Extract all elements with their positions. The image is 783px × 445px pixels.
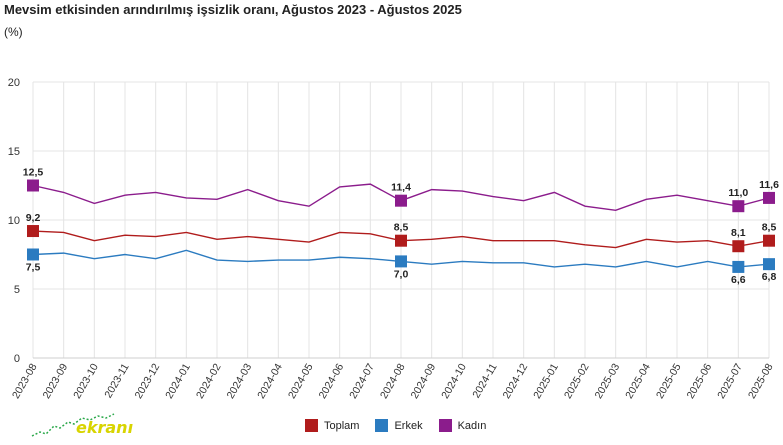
data-label: 12,5 bbox=[23, 167, 44, 179]
logo-graph-icon bbox=[31, 413, 115, 437]
data-marker bbox=[763, 191, 775, 204]
data-label: 8,1 bbox=[731, 227, 746, 239]
x-tick-label: 2023-10 bbox=[71, 361, 101, 401]
legend: Toplam Erkek Kadın bbox=[305, 419, 502, 432]
x-tick-label: 2024-12 bbox=[501, 361, 531, 401]
y-tick-label: 15 bbox=[8, 146, 20, 158]
data-marker bbox=[395, 194, 407, 207]
data-label: 7,5 bbox=[26, 262, 41, 274]
data-label: 7,0 bbox=[394, 268, 409, 280]
data-marker bbox=[27, 225, 39, 238]
legend-item-toplam[interactable]: Toplam bbox=[305, 419, 359, 432]
chart-title: Mevsim etkisinden arındırılmış işsizlik … bbox=[4, 2, 462, 17]
legend-label-toplam: Toplam bbox=[324, 419, 360, 432]
x-tick-label: 2024-05 bbox=[286, 361, 316, 401]
y-tick-label: 0 bbox=[14, 353, 20, 365]
x-tick-label: 2025-02 bbox=[562, 361, 592, 401]
x-tick-label: 2023-11 bbox=[102, 361, 131, 400]
x-tick-label: 2025-03 bbox=[593, 361, 623, 401]
x-tick-label: 2025-06 bbox=[685, 361, 715, 401]
x-tick-label: 2024-03 bbox=[225, 361, 255, 401]
data-label: 11,6 bbox=[759, 179, 779, 191]
x-tick-label: 2025-08 bbox=[746, 361, 776, 401]
legend-swatch-kadin bbox=[438, 419, 452, 432]
x-tick-label: 2024-01 bbox=[163, 361, 193, 401]
legend-swatch-erkek bbox=[375, 419, 389, 432]
legend-item-erkek[interactable]: Erkek bbox=[375, 419, 423, 432]
x-tick-label: 2025-04 bbox=[623, 361, 653, 401]
data-marker bbox=[732, 240, 745, 253]
data-marker bbox=[395, 234, 407, 247]
data-label: 8,5 bbox=[394, 222, 409, 234]
data-marker bbox=[732, 200, 745, 213]
x-tick-label: 2024-06 bbox=[317, 361, 347, 401]
x-tick-label: 2024-08 bbox=[378, 361, 408, 401]
x-tick-label: 2024-09 bbox=[409, 361, 439, 401]
data-marker bbox=[763, 234, 775, 247]
data-label: 11,4 bbox=[391, 182, 411, 194]
data-marker bbox=[27, 248, 39, 261]
logo-text: ekranı bbox=[76, 418, 134, 437]
data-label: 9,2 bbox=[26, 212, 41, 224]
x-tick-label: 2023-08 bbox=[10, 361, 40, 401]
x-tick-label: 2023-12 bbox=[133, 361, 163, 401]
x-tick-label: 2025-07 bbox=[715, 361, 745, 401]
y-tick-label: 5 bbox=[14, 284, 20, 296]
watermark-logo: ekranı bbox=[30, 412, 140, 440]
data-marker bbox=[763, 258, 775, 271]
y-tick-label: 10 bbox=[8, 215, 20, 227]
data-marker bbox=[732, 260, 745, 273]
data-label: 6,6 bbox=[731, 274, 746, 286]
data-marker bbox=[395, 255, 407, 268]
x-tick-label: 2024-04 bbox=[255, 361, 285, 401]
data-label: 6,8 bbox=[762, 271, 777, 283]
x-tick-label: 2024-07 bbox=[347, 361, 377, 401]
legend-label-erkek: Erkek bbox=[394, 419, 423, 432]
legend-swatch-toplam bbox=[305, 419, 318, 432]
x-tick-label: 2023-09 bbox=[41, 361, 71, 401]
legend-item-kadin[interactable]: Kadın bbox=[438, 419, 487, 432]
x-tick-label: 2025-05 bbox=[654, 361, 684, 401]
data-label: 11,0 bbox=[728, 187, 748, 199]
x-tick-label: 2024-10 bbox=[439, 361, 469, 401]
data-label: 8,5 bbox=[762, 222, 777, 234]
x-tick-label: 2024-02 bbox=[194, 361, 224, 401]
y-axis-unit: (%) bbox=[4, 25, 23, 39]
y-tick-label: 20 bbox=[8, 77, 20, 89]
x-tick-label: 2024-11 bbox=[470, 361, 499, 400]
data-marker bbox=[27, 179, 39, 192]
legend-label-kadin: Kadın bbox=[457, 419, 487, 432]
x-tick-label: 2025-01 bbox=[531, 361, 561, 401]
